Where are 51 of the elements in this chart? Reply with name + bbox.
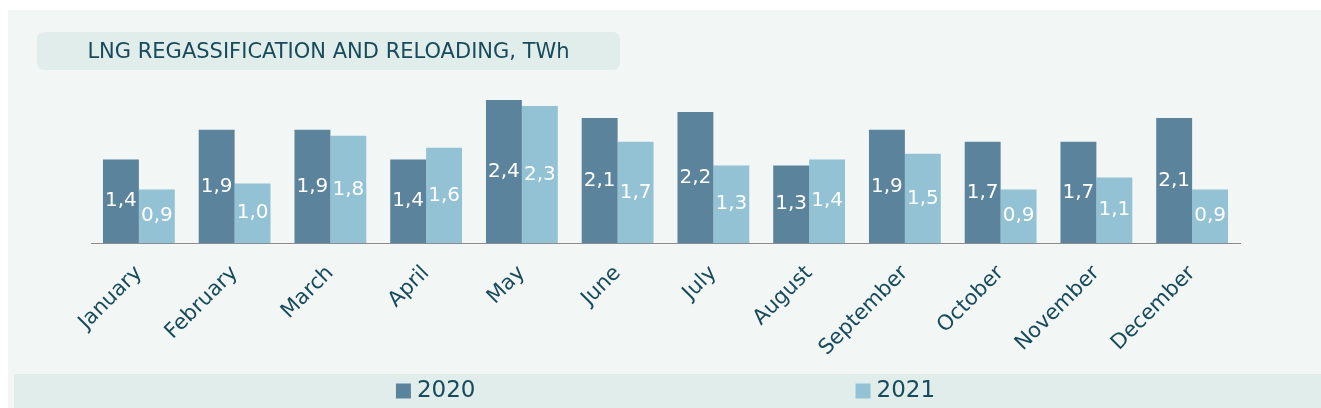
data-label: 2,4 [488, 157, 520, 182]
data-label: 1,3 [715, 190, 748, 215]
bar [773, 165, 810, 243]
data-label: 1,9 [200, 172, 233, 197]
bar [390, 159, 427, 243]
bar [904, 153, 941, 243]
data-label: 1,3 [775, 190, 808, 215]
chart-title: LNG REGASSIFICATION AND RELOADING, TWh [37, 32, 620, 70]
data-label: 1,7 [966, 178, 999, 203]
data-label: 0,9 [140, 202, 173, 227]
bar [294, 129, 331, 243]
bar [1000, 189, 1037, 243]
data-label: 1,4 [105, 187, 137, 212]
data-label: 0,9 [1194, 202, 1226, 227]
bar [234, 183, 271, 243]
data-label: 1,7 [619, 178, 652, 203]
bar [485, 100, 522, 243]
bar [868, 129, 905, 243]
bar [330, 135, 367, 243]
data-label: 2,1 [1158, 166, 1191, 191]
data-label: 1,5 [906, 184, 939, 209]
bar [1096, 177, 1133, 243]
bar [1156, 117, 1193, 243]
data-label: 1,4 [811, 187, 843, 212]
data-label: 1,6 [428, 181, 460, 206]
legend-label: 2020 [416, 375, 476, 402]
bar [617, 141, 654, 243]
data-label: 1,1 [1098, 196, 1131, 221]
bar [581, 117, 618, 243]
data-label: 2,2 [679, 163, 712, 188]
bar [713, 165, 750, 243]
bar [1060, 141, 1097, 243]
data-label: 1,8 [332, 175, 365, 200]
data-label: 0,9 [1002, 202, 1035, 227]
data-label: 1,4 [392, 187, 425, 212]
bar [1192, 189, 1229, 243]
data-label: 1,9 [296, 172, 329, 197]
bar [964, 141, 1001, 243]
bar [677, 111, 714, 243]
data-label: 1,0 [236, 199, 269, 224]
bar [426, 147, 463, 243]
bar [809, 159, 846, 243]
data-label: 1,7 [1062, 178, 1095, 203]
bar [521, 105, 558, 243]
data-label: 1,9 [871, 172, 903, 197]
bar [138, 189, 175, 243]
data-label: 2,1 [583, 166, 616, 191]
data-label: 2,3 [523, 160, 556, 185]
bar [198, 129, 235, 243]
legend-label: 2021 [876, 375, 936, 402]
bar [102, 159, 139, 243]
